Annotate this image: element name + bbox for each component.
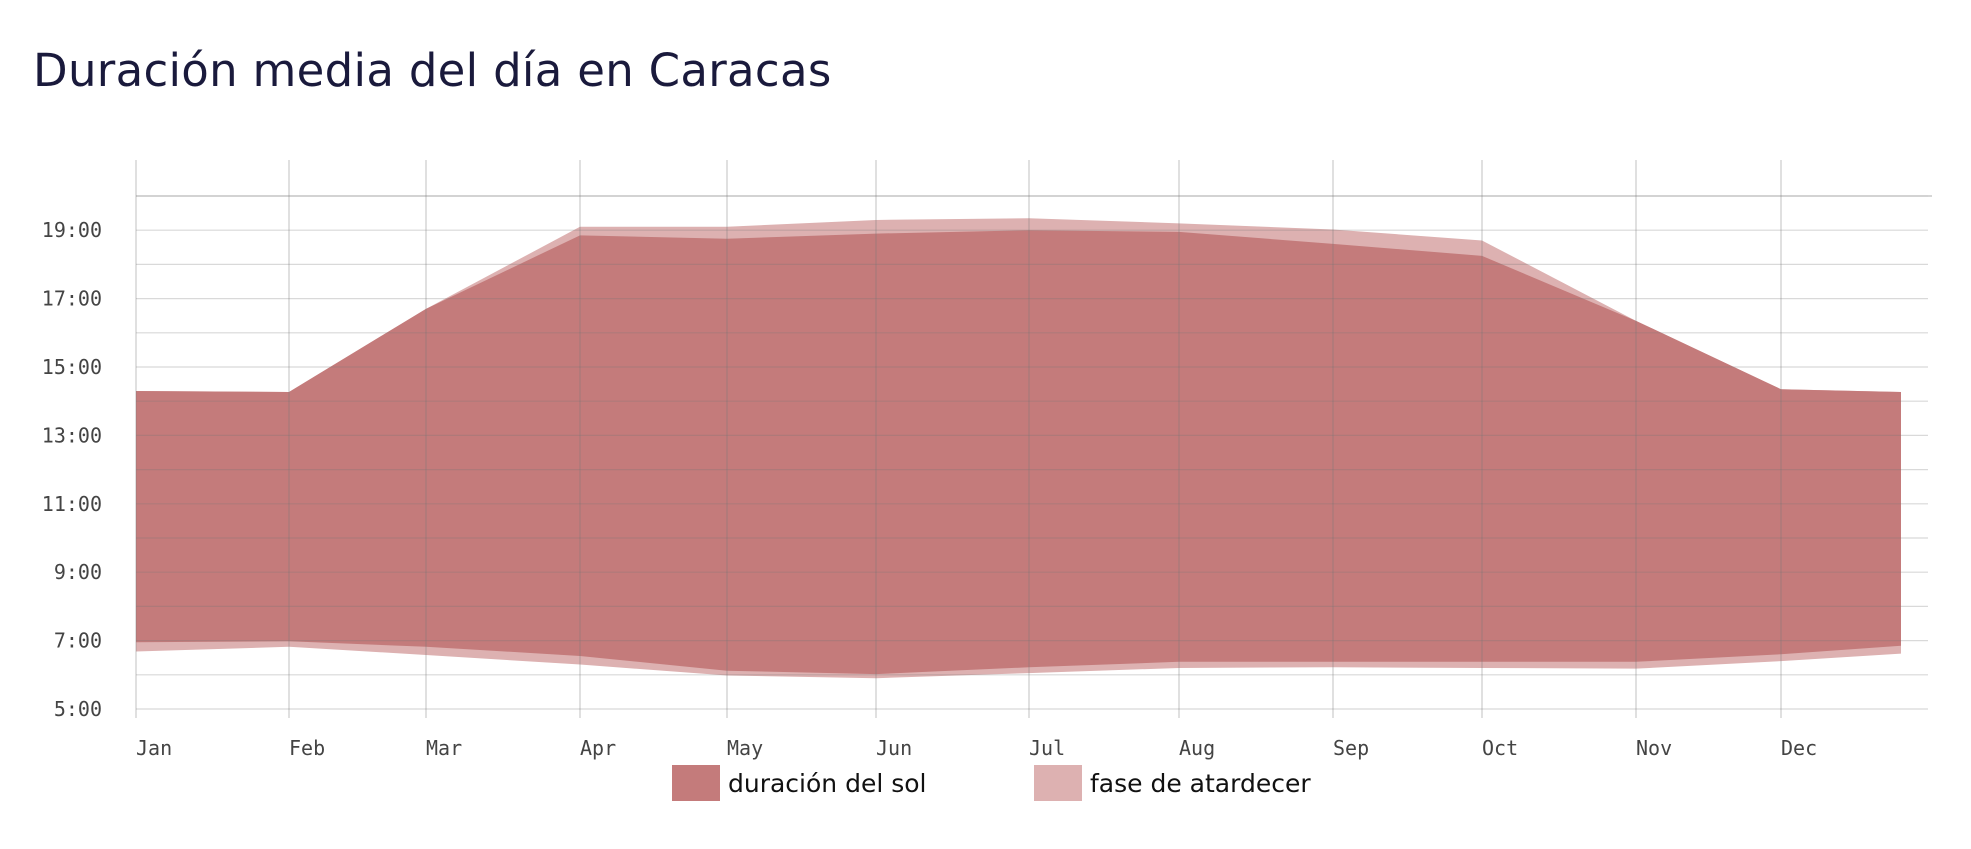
x-tick-label: Oct — [1482, 736, 1518, 760]
x-tick-label: May — [727, 736, 763, 760]
y-tick-label: 11:00 — [42, 492, 102, 516]
x-tick-label: Jun — [876, 736, 912, 760]
x-tick-label: Sep — [1333, 736, 1369, 760]
y-tick-label: 5:00 — [54, 697, 102, 721]
legend-swatch-sun-duration — [672, 765, 720, 801]
y-tick-label: 7:00 — [54, 629, 102, 653]
y-tick-label: 13:00 — [42, 423, 102, 447]
legend-item-twilight: fase de atardecer — [1034, 764, 1311, 802]
x-tick-label: Nov — [1636, 736, 1672, 760]
legend-label-twilight: fase de atardecer — [1090, 768, 1311, 798]
y-tick-label: 19:00 — [42, 218, 102, 242]
legend-item-sun-duration: duración del sol — [672, 764, 927, 802]
x-tick-label: Jan — [136, 736, 172, 760]
x-tick-label: Feb — [289, 736, 325, 760]
area-sun-duration — [136, 230, 1901, 675]
x-tick-label: Jul — [1029, 736, 1065, 760]
y-tick-label: 17:00 — [42, 287, 102, 311]
chart-title: Duración media del día en Caracas — [33, 44, 832, 97]
x-tick-label: Aug — [1179, 736, 1215, 760]
legend-label-sun-duration: duración del sol — [728, 768, 927, 798]
x-tick-label: Dec — [1781, 736, 1817, 760]
y-tick-label: 15:00 — [42, 355, 102, 379]
x-tick-label: Mar — [426, 736, 462, 760]
y-tick-label: 9:00 — [54, 560, 102, 584]
x-tick-label: Apr — [580, 736, 616, 760]
legend-swatch-twilight — [1034, 765, 1082, 801]
chart-legend: duración del sol fase de atardecer — [0, 764, 1971, 802]
